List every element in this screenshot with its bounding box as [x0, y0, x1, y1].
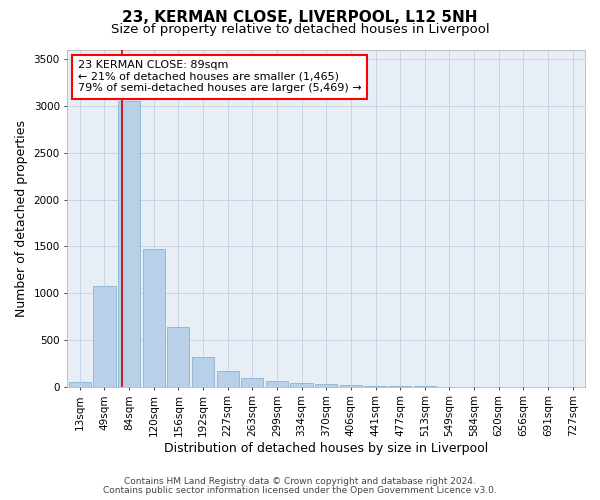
Bar	[68, 382, 91, 386]
Bar	[290, 383, 313, 386]
Y-axis label: Number of detached properties: Number of detached properties	[15, 120, 28, 317]
Bar	[241, 378, 263, 386]
Bar	[217, 371, 239, 386]
Text: Contains HM Land Registry data © Crown copyright and database right 2024.: Contains HM Land Registry data © Crown c…	[124, 477, 476, 486]
Text: 23 KERMAN CLOSE: 89sqm
← 21% of detached houses are smaller (1,465)
79% of semi-: 23 KERMAN CLOSE: 89sqm ← 21% of detached…	[78, 60, 361, 94]
X-axis label: Distribution of detached houses by size in Liverpool: Distribution of detached houses by size …	[164, 442, 488, 455]
Bar	[315, 384, 337, 386]
Bar	[192, 357, 214, 386]
Text: Contains public sector information licensed under the Open Government Licence v3: Contains public sector information licen…	[103, 486, 497, 495]
Bar	[118, 102, 140, 387]
Bar	[94, 286, 116, 386]
Bar	[266, 381, 288, 386]
Text: 23, KERMAN CLOSE, LIVERPOOL, L12 5NH: 23, KERMAN CLOSE, LIVERPOOL, L12 5NH	[122, 10, 478, 25]
Bar	[167, 327, 190, 386]
Bar	[143, 249, 165, 386]
Text: Size of property relative to detached houses in Liverpool: Size of property relative to detached ho…	[110, 22, 490, 36]
